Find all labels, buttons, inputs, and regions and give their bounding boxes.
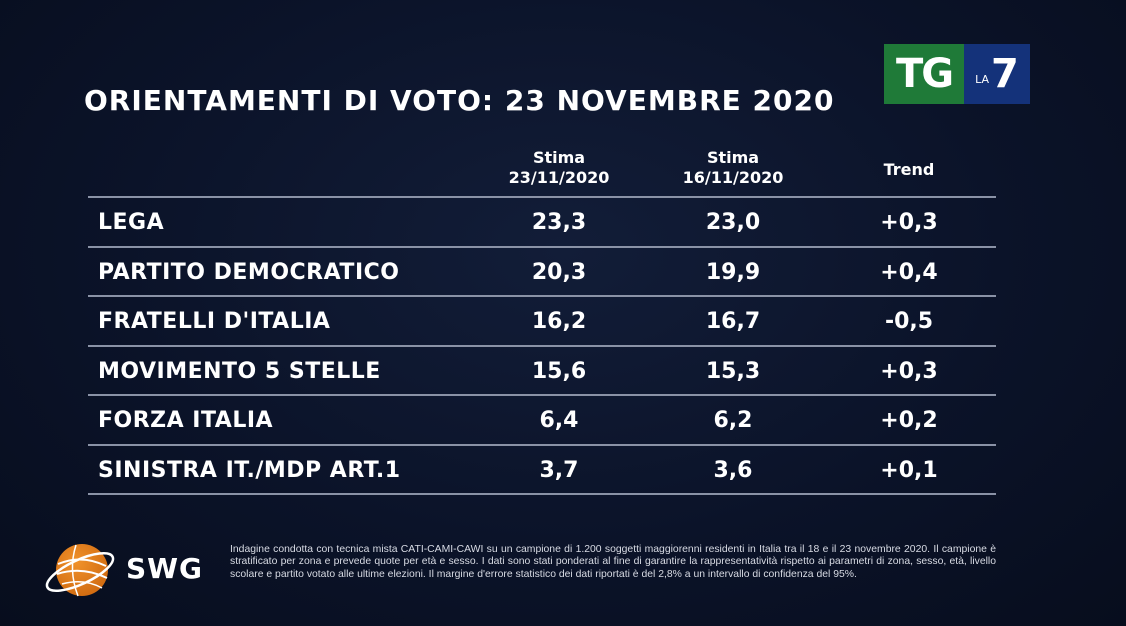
value-stima-16-11: 6,2 [713, 408, 753, 433]
header-label: Stima [532, 148, 586, 167]
value-trend: +0,2 [880, 408, 938, 433]
seven-logo-text: 7 [991, 51, 1019, 97]
value-stima-23-11: 3,7 [539, 457, 579, 483]
party-name: LEGA [98, 210, 165, 235]
header-date: 16/11/2020 [682, 168, 784, 187]
table-body: LEGA 23,3 23,0 +0,3 PARTITO DEMOCRATICO 20,3 1… [88, 198, 996, 495]
party-name: MOVIMENTO 5 STELLE [98, 358, 381, 384]
row-divider [88, 394, 996, 396]
value-trend: +0,1 [880, 457, 938, 483]
party-name: PARTITO DEMOCRATICO [98, 259, 400, 285]
table-header-row: Stima 23/11/2020 Stima 16/11/2020 Trend [88, 148, 996, 196]
value-stima-23-11: 15,6 [531, 358, 587, 384]
header-stima-23-11: Stima 23/11/2020 [488, 148, 630, 188]
methodology-footnote: Indagine condotta con tecnica mista CATI… [230, 544, 996, 580]
table-row: PARTITO DEMOCRATICO 20,3 19,9 +0,4 [88, 248, 996, 297]
value-stima-16-11: 3,6 [713, 457, 753, 483]
header-label: Stima [706, 148, 760, 167]
value-stima-16-11: 16,7 [705, 309, 761, 334]
value-trend: -0,5 [884, 309, 934, 334]
value-trend: +0,3 [880, 210, 938, 235]
row-divider [88, 443, 996, 446]
value-stima-16-11: 23,0 [705, 210, 761, 235]
table-row: FRATELLI D'ITALIA 16,2 16,7 -0,5 [88, 297, 996, 347]
header-trend: Trend [848, 160, 970, 180]
row-divider [88, 344, 996, 347]
row-divider [88, 245, 996, 248]
tg-logo-block: TG [884, 44, 964, 104]
table-row: SINISTRA IT./MDP ART.1 3,7 3,6 +0,1 [88, 446, 996, 495]
value-trend: +0,4 [880, 259, 938, 285]
chart-title: ORIENTAMENTI DI VOTO: 23 NOVEMBRE 2020 [84, 84, 835, 117]
table-row: MOVIMENTO 5 STELLE 15,6 15,3 +0,3 [88, 347, 996, 396]
value-stima-23-11: 20,3 [531, 259, 587, 285]
value-stima-16-11: 19,9 [705, 259, 761, 285]
header-divider [88, 196, 996, 198]
value-stima-16-11: 15,3 [705, 358, 761, 384]
swg-logo-text: SWG [126, 552, 204, 585]
la7-logo-block: LA 7 [964, 44, 1030, 104]
value-stima-23-11: 16,2 [531, 309, 587, 334]
la-logo-text: LA [975, 72, 990, 86]
row-divider [88, 493, 996, 495]
tg-la7-logo: TG LA 7 [884, 44, 1030, 104]
party-name: SINISTRA IT./MDP ART.1 [98, 457, 401, 483]
value-stima-23-11: 23,3 [531, 210, 587, 235]
swg-logo: SWG [42, 536, 222, 600]
swg-globe-icon [45, 544, 115, 597]
header-date: 23/11/2020 [508, 168, 610, 187]
row-divider [88, 295, 996, 297]
party-name: FORZA ITALIA [98, 408, 274, 433]
table-row: LEGA 23,3 23,0 +0,3 [88, 198, 996, 248]
header-stima-16-11: Stima 16/11/2020 [662, 148, 804, 188]
value-stima-23-11: 6,4 [539, 408, 579, 433]
party-name: FRATELLI D'ITALIA [98, 309, 331, 334]
tg-logo-text: TG [895, 51, 954, 97]
table-row: FORZA ITALIA 6,4 6,2 +0,2 [88, 396, 996, 446]
poll-table: Stima 23/11/2020 Stima 16/11/2020 Trend … [88, 148, 996, 495]
value-trend: +0,3 [880, 358, 938, 384]
header-label: Trend [883, 160, 935, 179]
